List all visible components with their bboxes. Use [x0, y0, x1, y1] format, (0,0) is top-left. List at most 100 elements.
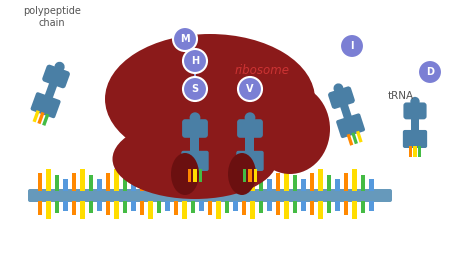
Circle shape — [183, 77, 207, 101]
Bar — [336, 201, 340, 211]
Bar — [106, 201, 110, 215]
Ellipse shape — [105, 34, 315, 164]
Bar — [38, 173, 43, 191]
Ellipse shape — [334, 83, 343, 93]
Bar — [242, 173, 246, 191]
Bar — [89, 175, 93, 191]
Bar — [267, 179, 272, 191]
Bar — [361, 201, 365, 213]
Bar — [246, 135, 255, 153]
Bar — [148, 169, 153, 191]
Bar — [38, 201, 43, 215]
Bar — [89, 201, 93, 213]
Ellipse shape — [190, 112, 201, 123]
Bar — [98, 179, 102, 191]
Bar — [344, 201, 348, 215]
Bar — [140, 201, 145, 215]
Text: tRNA: tRNA — [388, 91, 414, 101]
Bar — [276, 201, 281, 215]
Bar — [64, 179, 68, 191]
Bar — [310, 201, 315, 215]
Ellipse shape — [171, 153, 199, 195]
Text: S: S — [191, 84, 199, 94]
Bar — [46, 201, 51, 219]
Bar — [234, 201, 238, 211]
Bar — [191, 201, 195, 213]
Bar — [353, 169, 357, 191]
Text: polypeptide
chain: polypeptide chain — [23, 6, 81, 28]
Circle shape — [238, 77, 262, 101]
Bar — [351, 132, 358, 144]
Bar — [208, 201, 212, 215]
Bar — [191, 135, 200, 153]
Bar — [293, 201, 298, 213]
Bar — [319, 201, 323, 219]
Bar — [165, 201, 170, 211]
Bar — [409, 146, 412, 157]
Bar — [72, 201, 76, 215]
Bar — [217, 201, 221, 219]
Bar — [361, 175, 365, 191]
Bar — [259, 175, 264, 191]
Bar — [165, 179, 170, 191]
Bar — [248, 169, 252, 182]
Bar — [174, 201, 179, 215]
Circle shape — [173, 27, 197, 51]
FancyBboxPatch shape — [30, 92, 61, 118]
Ellipse shape — [160, 99, 300, 169]
Bar — [356, 131, 363, 143]
Ellipse shape — [55, 62, 64, 72]
Bar — [123, 201, 128, 213]
Bar — [72, 173, 76, 191]
Bar — [140, 173, 145, 191]
Bar — [157, 175, 162, 191]
Bar — [243, 169, 246, 182]
Ellipse shape — [250, 84, 330, 174]
Bar — [55, 175, 60, 191]
FancyBboxPatch shape — [237, 151, 264, 171]
FancyBboxPatch shape — [403, 130, 427, 148]
Ellipse shape — [245, 112, 255, 123]
Bar — [131, 179, 136, 191]
FancyBboxPatch shape — [328, 86, 355, 109]
Bar — [33, 110, 40, 122]
Bar — [115, 169, 119, 191]
Ellipse shape — [228, 153, 256, 195]
Bar — [370, 201, 374, 211]
Bar — [336, 179, 340, 191]
Bar — [42, 114, 49, 126]
Circle shape — [418, 60, 442, 84]
Bar — [353, 201, 357, 219]
Bar — [339, 102, 352, 120]
FancyBboxPatch shape — [237, 119, 263, 138]
Bar — [188, 169, 191, 182]
Bar — [346, 134, 353, 146]
Bar — [148, 201, 153, 219]
Text: H: H — [191, 56, 199, 66]
Bar — [310, 173, 315, 191]
Bar — [370, 179, 374, 191]
Bar — [193, 169, 197, 182]
Circle shape — [340, 34, 364, 58]
Bar — [327, 201, 331, 213]
Bar — [319, 169, 323, 191]
Bar — [131, 201, 136, 211]
Bar — [37, 112, 45, 124]
Bar — [55, 201, 60, 213]
Bar — [64, 201, 68, 211]
Text: V: V — [246, 84, 254, 94]
Bar — [182, 169, 187, 191]
FancyBboxPatch shape — [403, 102, 427, 119]
Bar — [191, 175, 195, 191]
Bar — [418, 146, 421, 157]
Bar — [106, 173, 110, 191]
Bar — [267, 201, 272, 211]
Ellipse shape — [112, 119, 277, 199]
Bar — [217, 169, 221, 191]
Bar — [44, 81, 58, 100]
Bar — [200, 201, 204, 211]
Bar — [250, 169, 255, 191]
Bar — [250, 201, 255, 219]
Bar — [81, 169, 85, 191]
Bar — [293, 175, 298, 191]
